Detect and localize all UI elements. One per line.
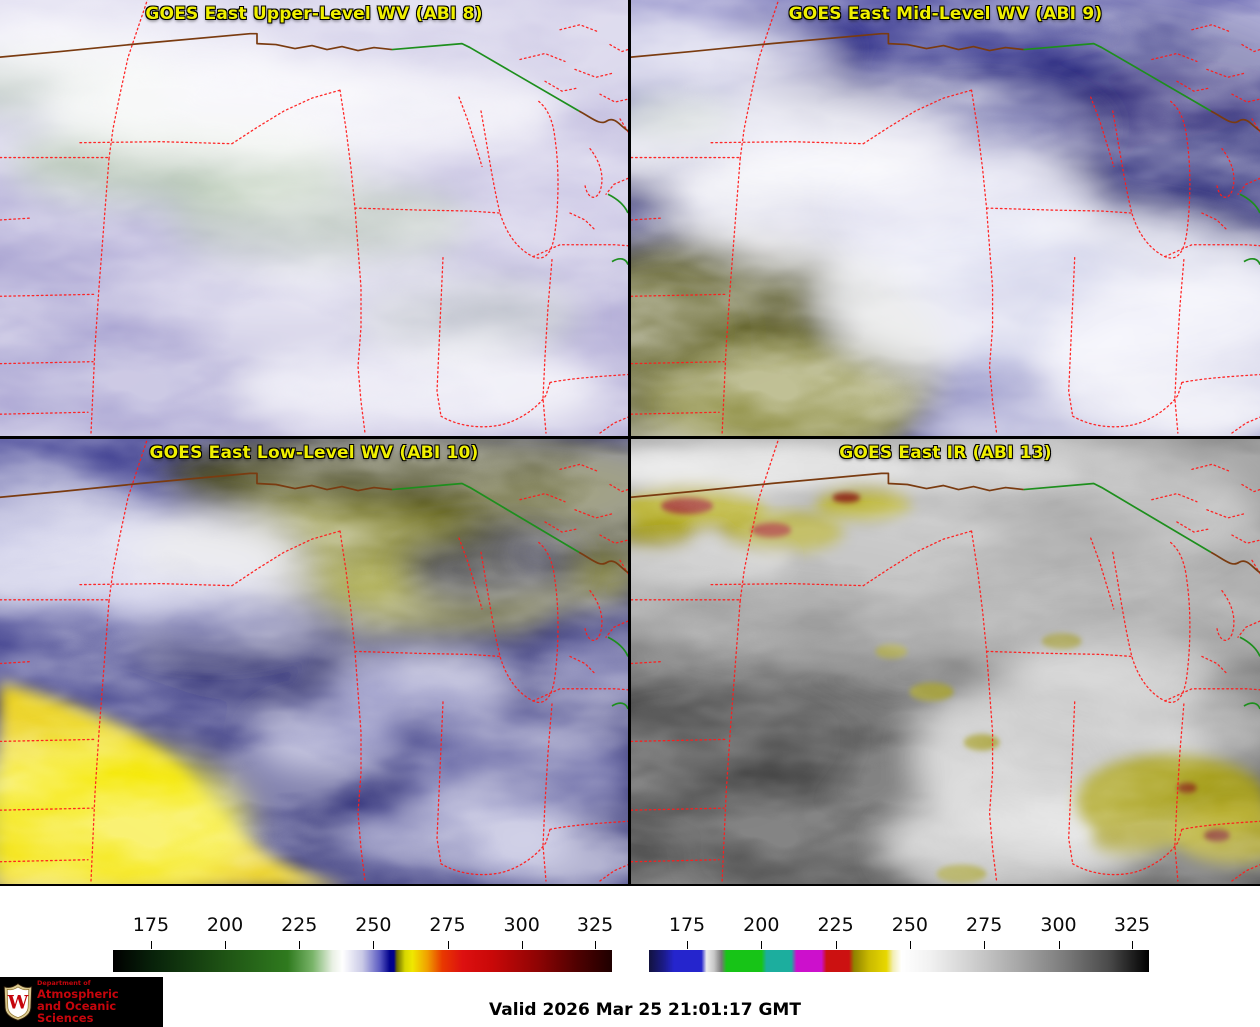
colorbar-tickmark [595,941,597,949]
satellite-image-low-wv [0,439,628,884]
logo-name-line2: and Oceanic Sciences [36,998,117,1025]
colorbar-tick-label: 175 [668,914,706,936]
satellite-image-mid-wv [631,0,1260,436]
logo-dept-line: Department of [36,979,91,987]
satellite-image-ir [631,439,1260,884]
colorbar-tick-label: 225 [281,914,318,936]
panel-grid: GOES East Upper-Level WV (ABI 8) [0,0,1260,886]
colorbar-wv: 175 200 225 250 275 300 325 [113,914,613,972]
colorbar-tickmark [909,941,911,949]
panel-low-level-wv: GOES East Low-Level WV (ABI 10) [0,439,628,884]
panel-title-ir: GOES East IR (ABI 13) [839,443,1052,463]
colorbar-tick-label: 200 [206,914,244,936]
colorbar-tick-label: 325 [576,914,614,936]
valid-timestamp: Valid 2026 Mar 25 21:01:17 GMT [489,1000,801,1020]
uw-aos-logo: W Department of Atmospheric and Oceanic … [0,977,163,1027]
colorbar-tick-label: 300 [1040,914,1077,936]
colorbar-tick-label: 275 [429,914,466,936]
colorbar-tick-label: 275 [966,914,1003,936]
colorbar-tickmark [1058,941,1060,949]
colorbar-tickmark [687,941,688,949]
colorbar-tickmark [150,941,152,949]
panel-ir: GOES East IR (ABI 13) [631,439,1260,884]
colorbar-tickmark [761,941,763,949]
logo-text-block: Department of Atmospheric and Oceanic Sc… [37,980,160,1024]
colorbar-ir: 175 200 225 250 275 300 325 [649,914,1150,972]
panel-title-mid-wv: GOES East Mid-Level WV (ABI 9) [788,4,1103,24]
panel-title-low-wv: GOES East Low-Level WV (ABI 10) [149,443,479,463]
colorbar-tickmark [225,941,227,949]
uw-crest-icon: W [3,983,33,1021]
colorbar-tick-label: 250 [355,914,392,936]
colorbar-tickmark [984,941,986,949]
colorbar-tick-label: 175 [132,914,170,936]
colorbar-tick-label: 300 [503,914,540,936]
colorbar-tickmark [835,941,837,949]
colorbar-tickmark [299,941,301,949]
colorbar-tickmark [447,941,449,949]
colorbar-tickmark [373,941,375,949]
colorbar-tick-label: 250 [891,914,929,936]
colorbar-tickmark [1132,941,1133,949]
colorbar-tick-label: 225 [817,914,854,936]
panel-upper-level-wv: GOES East Upper-Level WV (ABI 8) [0,0,628,436]
colorbar-tick-label: 200 [743,914,780,936]
colorbar-tick-label: 325 [1113,914,1151,936]
panel-title-upper-wv: GOES East Upper-Level WV (ABI 8) [145,4,483,24]
colorbar-tickmark [521,941,523,949]
panel-mid-level-wv: GOES East Mid-Level WV (ABI 9) [631,0,1260,436]
crest-letter: W [7,993,29,1014]
satellite-image-upper-wv [0,0,628,436]
logo-name-line1: Atmospheric [36,986,119,1001]
